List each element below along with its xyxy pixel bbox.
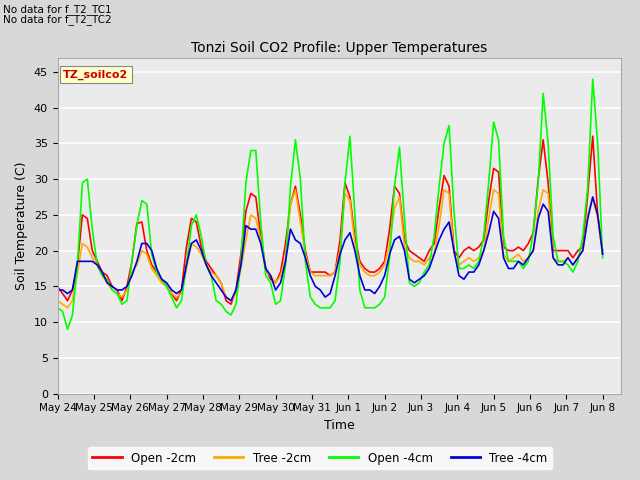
Tree -2cm [54,298,61,303]
Tree -4cm [193,237,200,243]
Tree -2cm [599,252,607,257]
Open -4cm [376,301,383,307]
Tree -2cm [381,262,388,268]
Open -2cm [193,219,200,225]
Open -2cm [312,269,319,275]
Text: No data for f_T2_TC2: No data for f_T2_TC2 [3,13,112,24]
Tree -4cm [227,298,235,303]
Tree -4cm [178,287,186,293]
X-axis label: Time: Time [324,419,355,432]
Open -4cm [54,305,61,311]
Tree -4cm [376,284,383,289]
Tree -4cm [54,287,61,293]
Open -4cm [589,76,596,82]
Tree -4cm [584,216,591,221]
Open -2cm [178,287,186,293]
Tree -2cm [198,252,205,257]
Tree -4cm [589,194,596,200]
Tree -4cm [312,284,319,289]
Open -2cm [599,248,607,253]
Tree -2cm [182,265,190,271]
Open -4cm [584,183,591,189]
Open -2cm [54,284,61,289]
Open -4cm [599,255,607,261]
Tree -2cm [63,305,71,311]
Tree -2cm [292,187,300,193]
Tree -4cm [262,265,269,271]
Line: Tree -4cm: Tree -4cm [58,197,603,300]
Legend: Open -2cm, Tree -2cm, Open -4cm, Tree -4cm: Open -2cm, Tree -2cm, Open -4cm, Tree -4… [88,447,552,469]
Open -2cm [262,265,269,271]
Tree -2cm [589,194,596,200]
Line: Tree -2cm: Tree -2cm [58,190,603,308]
Line: Open -4cm: Open -4cm [58,79,603,329]
Open -2cm [227,301,235,307]
Open -2cm [376,265,383,271]
Open -4cm [182,262,190,268]
Open -2cm [584,191,591,196]
Open -4cm [63,326,71,332]
Y-axis label: Soil Temperature (C): Soil Temperature (C) [15,161,28,290]
Tree -2cm [262,269,269,275]
Tree -2cm [316,273,324,278]
Open -4cm [198,233,205,239]
Open -4cm [262,273,269,278]
Title: Tonzi Soil CO2 Profile: Upper Temperatures: Tonzi Soil CO2 Profile: Upper Temperatur… [191,41,487,55]
Text: No data for f_T2_TC1: No data for f_T2_TC1 [3,4,112,15]
Open -4cm [312,301,319,307]
Open -2cm [589,133,596,139]
Tree -4cm [599,252,607,257]
Text: TZ_soilco2: TZ_soilco2 [63,70,129,80]
Line: Open -2cm: Open -2cm [58,136,603,304]
